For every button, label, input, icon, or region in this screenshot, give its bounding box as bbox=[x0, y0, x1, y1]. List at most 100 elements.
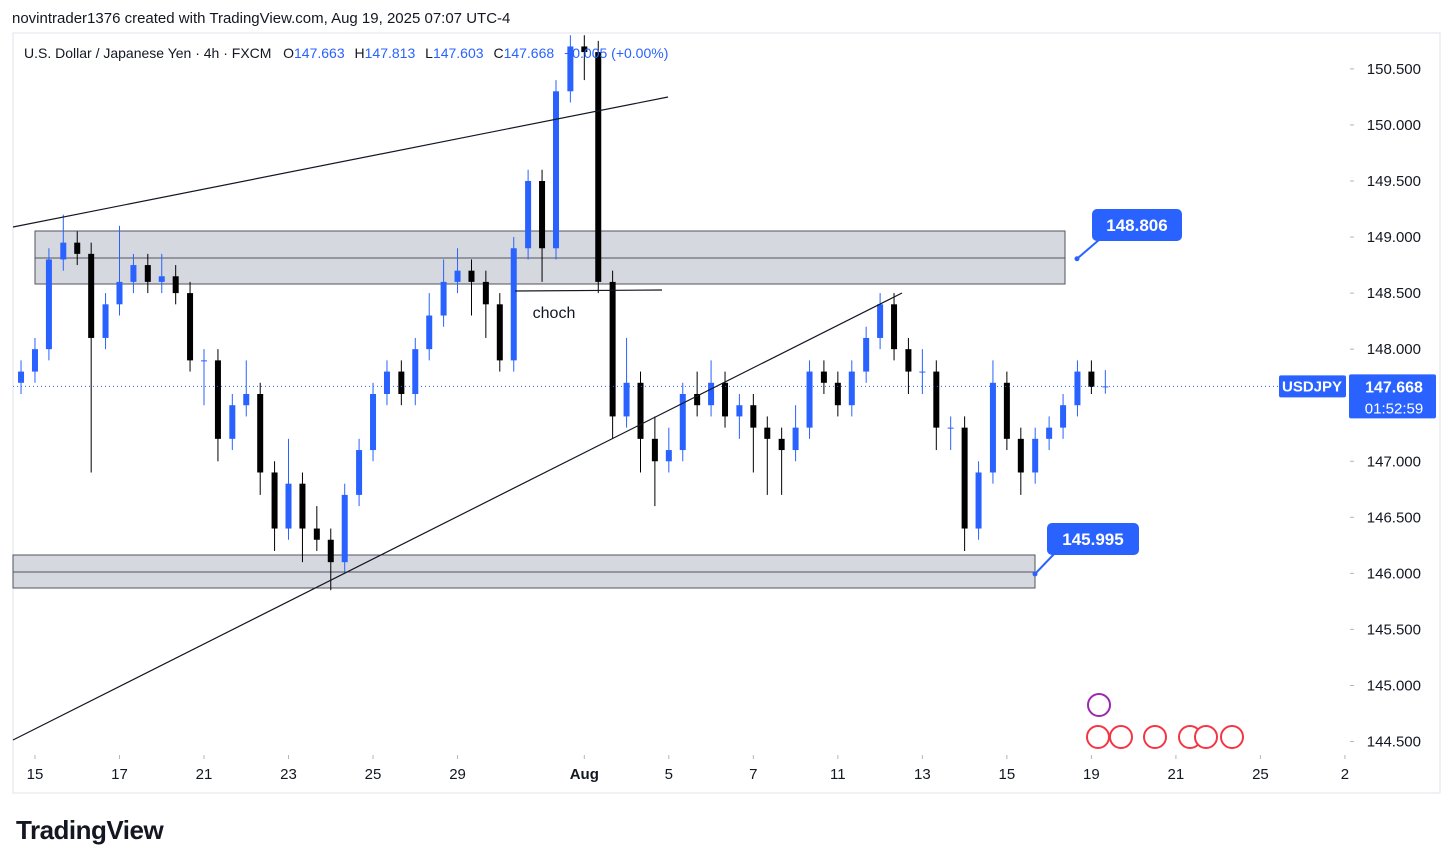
candle-body bbox=[834, 382, 841, 406]
candle-body bbox=[172, 276, 179, 294]
candle-body bbox=[482, 281, 489, 305]
candle-body bbox=[229, 405, 236, 439]
candle-body bbox=[806, 371, 813, 428]
candle-body bbox=[356, 450, 363, 495]
chart-frame bbox=[12, 32, 1441, 794]
candle-body bbox=[412, 349, 419, 394]
callout-point bbox=[1074, 256, 1080, 262]
candle-body bbox=[130, 265, 137, 282]
candle-body bbox=[31, 349, 38, 372]
candle-body bbox=[947, 427, 954, 429]
candle-body bbox=[18, 371, 25, 383]
candle-body bbox=[496, 304, 503, 361]
x-tick-label: 7 bbox=[749, 766, 757, 783]
candle-body bbox=[609, 281, 616, 417]
candle-body bbox=[144, 265, 151, 282]
x-tick-label: 15 bbox=[999, 766, 1016, 783]
candle-body bbox=[933, 371, 940, 428]
candle-body bbox=[1046, 427, 1053, 439]
y-tick-label: 146.500 bbox=[1367, 509, 1421, 526]
candle-body bbox=[440, 281, 447, 316]
candle-body bbox=[60, 242, 67, 260]
callout-connector bbox=[1034, 552, 1056, 575]
candle-body bbox=[848, 371, 855, 406]
x-tick-label: 25 bbox=[365, 766, 382, 783]
change: +0.005 (+0.00%) bbox=[564, 45, 669, 61]
ohlc-prefix: L bbox=[425, 45, 433, 61]
candle-body bbox=[736, 405, 743, 417]
candle-body bbox=[567, 46, 574, 92]
y-tick-label: 146.000 bbox=[1367, 565, 1421, 582]
y-tick-label: 150.000 bbox=[1367, 117, 1421, 134]
y-tick-label: 149.000 bbox=[1367, 229, 1421, 246]
candle-body bbox=[271, 472, 278, 529]
ohlc-value: 147.603 bbox=[432, 45, 484, 61]
candle-body bbox=[1074, 371, 1081, 406]
candle-body bbox=[595, 52, 602, 282]
candle-body bbox=[299, 483, 306, 529]
candle-body bbox=[1032, 438, 1039, 473]
candle-body bbox=[102, 304, 109, 338]
candle-body bbox=[1088, 371, 1095, 387]
x-tick-label: Aug bbox=[570, 766, 599, 783]
candles bbox=[18, 35, 1109, 591]
candle-body bbox=[919, 371, 926, 373]
x-tick-label: 29 bbox=[449, 766, 466, 783]
choch-label: choch bbox=[533, 305, 576, 322]
ticker-tag-label: USDJPY bbox=[1282, 378, 1342, 395]
candle-body bbox=[863, 337, 870, 372]
candle-body bbox=[398, 371, 405, 394]
y-tick-label: 147.000 bbox=[1367, 453, 1421, 470]
callout-label: 148.806 bbox=[1106, 216, 1167, 235]
ohlc-value: 147.813 bbox=[364, 45, 416, 61]
candle-body bbox=[722, 382, 729, 417]
x-tick-label: 23 bbox=[280, 766, 297, 783]
candle-body bbox=[313, 528, 320, 540]
x-tick-label: 2 bbox=[1341, 766, 1349, 783]
y-tick-label: 149.500 bbox=[1367, 173, 1421, 190]
candle-body bbox=[694, 394, 701, 406]
candle-body bbox=[468, 270, 475, 282]
y-tick-label: 145.000 bbox=[1367, 677, 1421, 694]
candle-body bbox=[74, 242, 81, 254]
y-tick-label: 148.500 bbox=[1367, 285, 1421, 302]
candle-body bbox=[214, 360, 221, 439]
brand: TradingView bbox=[16, 815, 164, 845]
y-tick-label: 144.500 bbox=[1367, 734, 1421, 751]
x-tick-label: 19 bbox=[1083, 766, 1100, 783]
symbol: U.S. Dollar / Japanese Yen · 4h · FXCM bbox=[24, 45, 272, 61]
candle-body bbox=[539, 180, 546, 249]
callout-label: 145.995 bbox=[1062, 530, 1123, 549]
candle-body bbox=[525, 180, 532, 249]
ohlc-prefix: H bbox=[354, 45, 365, 61]
candle-body bbox=[426, 315, 433, 350]
candle-body bbox=[257, 394, 264, 473]
candle-body bbox=[158, 276, 165, 282]
credit: novintrader1376 created with TradingView… bbox=[12, 10, 511, 27]
x-tick-label: 11 bbox=[830, 766, 846, 783]
candle-body bbox=[581, 46, 588, 53]
y-tick-label: 150.500 bbox=[1367, 61, 1421, 78]
candle-body bbox=[1003, 382, 1010, 439]
price-tag bbox=[1349, 374, 1436, 419]
candle-body bbox=[285, 483, 292, 529]
y-tick-label: 145.500 bbox=[1367, 621, 1421, 638]
callout-box bbox=[1047, 523, 1139, 555]
candle-body bbox=[820, 371, 827, 383]
ohlc-prefix: C bbox=[493, 45, 504, 61]
candle-body bbox=[383, 371, 390, 394]
event-icon bbox=[1109, 725, 1133, 749]
candle-body bbox=[750, 405, 757, 428]
candle-body bbox=[370, 394, 377, 451]
ohlc-value: 147.668 bbox=[503, 45, 555, 61]
candle-body bbox=[637, 382, 644, 439]
candle-body bbox=[510, 248, 517, 361]
event-icon bbox=[1086, 725, 1110, 749]
callout-box bbox=[1092, 209, 1182, 241]
x-tick-label: 21 bbox=[1168, 766, 1185, 783]
ticker-tag bbox=[1279, 375, 1346, 398]
candle-body bbox=[552, 91, 559, 249]
candle-body bbox=[45, 259, 52, 350]
